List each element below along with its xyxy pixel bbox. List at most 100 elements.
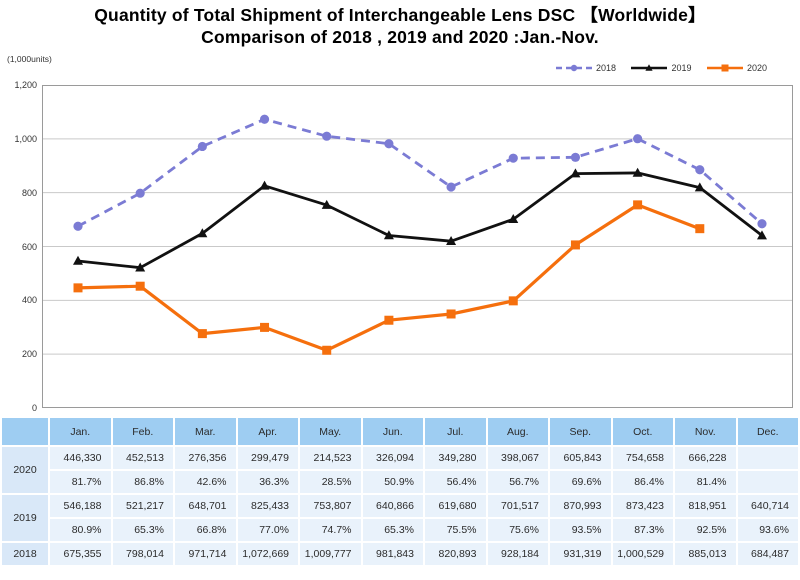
yoy-percentage-cell: 42.6% (175, 471, 236, 493)
chart-title-line2: Comparison of 2018 , 2019 and 2020 :Jan.… (201, 27, 599, 47)
yoy-percentage-cell: 69.6% (550, 471, 611, 493)
series-2018-point (135, 188, 145, 198)
series-2019-point (259, 180, 270, 190)
shipment-value-cell: 276,356 (175, 447, 236, 469)
series-2019-point (508, 213, 519, 223)
shipment-value-cell: 619,680 (425, 495, 486, 517)
yoy-percentage-cell: 65.3% (112, 519, 173, 541)
series-2018-point (259, 114, 270, 124)
series-line-2018 (77, 117, 763, 228)
series-2020-point (633, 200, 643, 210)
series-2018-point (570, 152, 581, 162)
month-header-apr: Apr. (237, 418, 298, 445)
series-2019-point (135, 262, 146, 272)
yoy-percentage-cell: 56.4% (425, 471, 486, 493)
series-2019-point (756, 230, 767, 240)
series-2018-point (446, 182, 456, 192)
legend-marker (570, 64, 578, 72)
shipment-data-table: Jan. Feb. Mar. Apr. May. Jun. Jul. Aug. Sep. Oct.… (0, 416, 800, 567)
series-2018-point (384, 139, 394, 149)
shipment-value-cell: 666,228 (675, 447, 736, 469)
shipment-value-cell: 981,843 (362, 543, 423, 565)
series-2020-point (508, 296, 518, 306)
legend-item-2020: 2020 (706, 63, 767, 73)
legend-label-2018: 2018 (596, 63, 617, 73)
series-2020-point (322, 345, 332, 355)
series-line-2019 (77, 171, 763, 270)
series-2020-point (384, 315, 394, 325)
shipment-value-cell: 326,094 (362, 447, 423, 469)
series-line-2020 (77, 203, 701, 352)
yoy-percentage-cell: 75.6% (487, 519, 548, 541)
shipment-value-cell: 648,701 (175, 495, 236, 517)
shipment-value-cell: 299,479 (237, 447, 298, 469)
year-label-2018: 2018 (2, 543, 48, 565)
y-tick-label: 200 (21, 349, 37, 360)
shipment-value-cell: 931,319 (550, 543, 611, 565)
shipment-value-cell: 640,866 (362, 495, 423, 517)
y-tick-label: 400 (21, 295, 37, 306)
yoy-percentage-cell: 86.4% (612, 471, 673, 493)
chart-title: Quantity of Total Shipment of Interchang… (0, 4, 800, 48)
yoy-percentage-cell: 36.3% (237, 471, 298, 493)
yoy-percentage-cell: 56.7% (487, 471, 548, 493)
y-tick-label: 1,200 (14, 80, 37, 90)
yoy-percentage-cell: 81.7% (50, 471, 111, 493)
shipment-value-cell: 398,067 (487, 447, 548, 469)
shipment-value-cell: 701,517 (487, 495, 548, 517)
chart-title-line1: Quantity of Total Shipment of Interchang… (94, 5, 706, 25)
shipment-value-cell: 753,807 (300, 495, 361, 517)
year-label-2019: 2019 (2, 495, 48, 541)
shipment-value-cell: 818,951 (675, 495, 736, 517)
chart-legend: 2018 2019 2020 (555, 60, 767, 76)
shipment-value-cell: 870,993 (550, 495, 611, 517)
series-2020-point (570, 240, 580, 250)
shipment-value-cell: 971,714 (175, 543, 236, 565)
shipment-value-cell: 684,487 (737, 543, 798, 565)
series-2020-point (197, 329, 207, 339)
plot-border (42, 85, 793, 408)
shipment-value-cell: 640,714 (737, 495, 798, 517)
yoy-percentage-cell: 66.8% (175, 519, 236, 541)
legend-item-2019: 2019 (630, 63, 692, 73)
table-corner-cell (2, 418, 48, 445)
series-2020-point (73, 283, 83, 293)
yoy-percentage-cell: 77.0% (237, 519, 298, 541)
shipment-value-cell: 873,423 (612, 495, 673, 517)
y-tick-label: 800 (21, 187, 37, 198)
yoy-percentage-cell: 92.5% (675, 519, 736, 541)
shipment-value-cell: 546,188 (50, 495, 111, 517)
shipment-value-cell: 1,072,669 (237, 543, 298, 565)
shipment-value-cell: 605,843 (550, 447, 611, 469)
shipment-value-cell: 452,513 (112, 447, 173, 469)
y-tick-label: 0 (31, 403, 37, 413)
series-2019-point (197, 228, 208, 238)
shipment-value-cell: 825,433 (237, 495, 298, 517)
month-header-nov: Nov. (675, 418, 736, 445)
series-2019-point (321, 199, 332, 209)
series-2019-point (383, 230, 394, 240)
shipment-value-cell: 754,658 (612, 447, 673, 469)
shipment-value-cell: 1,009,777 (300, 543, 361, 565)
series-2018-point (197, 141, 207, 152)
month-header-feb: Feb. (112, 418, 173, 445)
yoy-percentage-cell: 81.4% (675, 471, 736, 493)
month-header-jul: Jul. (425, 418, 486, 445)
shipment-value-cell: 820,893 (425, 543, 486, 565)
yoy-percentage-cell: 86.8% (112, 471, 173, 493)
shipment-value-cell: 349,280 (425, 447, 486, 469)
legend-line-2020-icon (706, 64, 743, 72)
yoy-percentage-cell: 93.6% (737, 519, 798, 541)
legend-label-2019: 2019 (671, 63, 692, 73)
series-2019-point (73, 255, 83, 265)
month-header-jan: Jan. (50, 418, 111, 445)
shipment-value-cell: 214,523 (300, 447, 361, 469)
yoy-percentage-cell: 28.5% (300, 471, 361, 493)
legend-item-2018: 2018 (555, 63, 616, 73)
shipment-value-cell: 928,184 (487, 543, 548, 565)
legend-line-2018-icon (556, 64, 592, 72)
series-2019-point (694, 182, 705, 192)
y-tick-label: 600 (21, 241, 37, 252)
yoy-percentage-cell: 87.3% (612, 519, 673, 541)
